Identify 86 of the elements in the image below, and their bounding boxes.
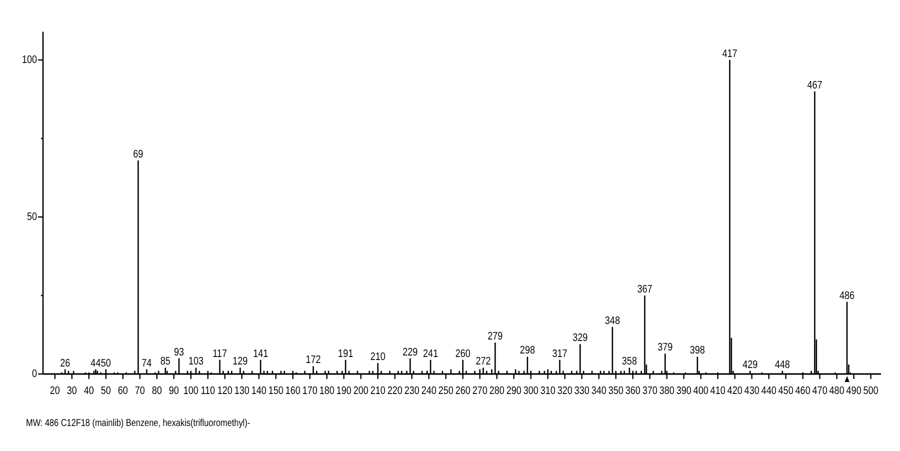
annotation: 74 (142, 358, 152, 370)
y-tick-label: 50 (26, 211, 38, 224)
annotation: 398 (690, 344, 706, 358)
x-tick-label: 30 (66, 385, 78, 398)
annotation: 467 (807, 80, 823, 92)
x-tick-label: 370 (642, 385, 658, 398)
annotation: 486 (839, 290, 855, 302)
annotation: 367 (637, 284, 653, 296)
annotation: 50 (100, 358, 112, 370)
x-tick-label: 100 (183, 385, 199, 398)
y-tick-label: 100 (22, 54, 38, 66)
x-tick-label: 120 (217, 385, 233, 398)
x-tick-label: 70 (134, 385, 146, 398)
x-tick-label: 460 (795, 385, 811, 398)
x-tick-label: 280 (489, 385, 505, 398)
annotation: 429 (742, 359, 758, 372)
x-tick-label: 480 (829, 385, 845, 398)
x-tick-label: 260 (455, 385, 471, 398)
x-tick-label: 410 (710, 385, 726, 398)
annotation: 69 (133, 148, 144, 161)
annotation: 103 (188, 356, 204, 368)
annotation: 141 (253, 348, 268, 360)
annotation: 229 (402, 346, 418, 359)
x-tick-label: 450 (778, 385, 794, 398)
x-tick-label: 440 (761, 385, 777, 398)
x-tick-label: 80 (152, 385, 162, 398)
annotation: 298 (520, 344, 536, 358)
x-tick-label: 220 (387, 385, 403, 398)
annotation: 172 (306, 354, 322, 366)
annotation: 117 (212, 348, 228, 360)
x-tick-label: 320 (557, 385, 573, 398)
annotation: 93 (174, 346, 184, 359)
x-tick-label: 240 (421, 385, 437, 398)
x-tick-label: 290 (506, 385, 522, 398)
y-tick-label: 0 (32, 368, 38, 380)
annotation: 379 (658, 342, 674, 354)
x-tick-label: 170 (302, 385, 318, 398)
x-tick-label: 90 (168, 385, 180, 398)
annotation: 317 (552, 348, 568, 360)
x-tick-label: 430 (744, 385, 760, 398)
x-tick-label: 200 (353, 385, 369, 398)
annotation: 85 (160, 356, 171, 368)
annotation: 44 (90, 358, 102, 370)
annotation: 448 (774, 359, 790, 372)
x-tick-label: 140 (251, 385, 267, 398)
x-tick-label: 500 (863, 385, 879, 398)
x-tick-label: 190 (336, 385, 352, 398)
x-tick-label: 110 (200, 385, 216, 398)
x-tick-label: 490 (846, 385, 862, 398)
x-tick-label: 230 (404, 385, 420, 398)
x-tick-label: 40 (84, 385, 94, 398)
x-tick-label: 210 (370, 385, 386, 398)
x-tick-label: 270 (472, 385, 488, 398)
x-tick-label: 360 (625, 385, 641, 398)
text: MW: 486 C12F18 (mainlib) Benzene, hexakis(trifluoromethyl)- (26, 417, 250, 428)
annotation: 358 (622, 356, 638, 368)
x-tick-label: 470 (812, 385, 828, 398)
annotation: 329 (572, 332, 588, 344)
x-tick-label: 180 (319, 385, 335, 398)
x-tick-label: 420 (727, 385, 743, 398)
x-tick-label: 350 (608, 385, 624, 398)
x-tick-label: 310 (540, 385, 556, 398)
annotation: 260 (455, 348, 471, 360)
x-tick-label: 20 (50, 385, 60, 398)
x-tick-label: 340 (591, 385, 607, 398)
annotation: 348 (604, 315, 620, 328)
x-tick-label: 160 (285, 385, 301, 398)
annotation: 129 (232, 356, 248, 368)
annotation: 191 (338, 348, 354, 360)
x-tick-label: 150 (268, 385, 284, 398)
annotation: ▲ (842, 373, 852, 384)
x-tick-label: 330 (574, 385, 590, 398)
annotation: 417 (722, 48, 738, 60)
x-tick-label: 60 (118, 385, 128, 398)
annotation: 26 (60, 358, 70, 370)
x-tick-label: 130 (234, 385, 250, 398)
annotation: 210 (370, 351, 386, 364)
x-tick-label: 400 (693, 385, 709, 398)
x-tick-label: 390 (676, 385, 692, 398)
x-tick-label: 380 (659, 385, 675, 398)
annotation: 241 (423, 348, 438, 360)
annotation: 279 (488, 330, 504, 343)
x-tick-label: 250 (438, 385, 454, 398)
annotation: 272 (476, 356, 492, 368)
x-tick-label: 300 (523, 385, 539, 398)
x-tick-label: 50 (100, 385, 112, 398)
